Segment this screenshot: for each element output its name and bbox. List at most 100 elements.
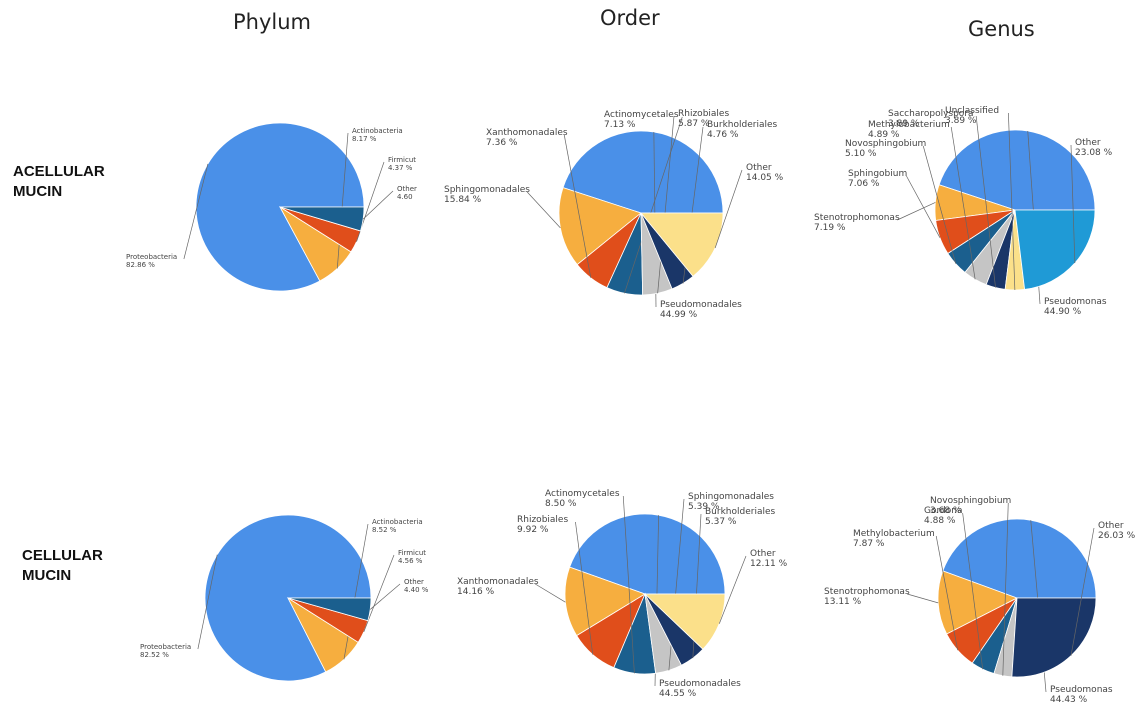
slice-label: Burkholderiales xyxy=(707,120,778,130)
slice-value: 8.52 % xyxy=(372,526,397,534)
leader-line xyxy=(1002,502,1009,676)
pie-slice-other xyxy=(279,206,365,232)
slice-label: Sphingomonadales xyxy=(688,492,774,502)
leader-line xyxy=(369,583,401,610)
leader-line xyxy=(975,115,996,288)
leader-line xyxy=(575,521,594,655)
leader-line xyxy=(906,175,941,238)
column-header-phylum: Phylum xyxy=(233,10,312,34)
slice-label: Novosphingobium xyxy=(930,496,1011,506)
leader-line xyxy=(907,593,939,604)
slice-label: Pseudomonas xyxy=(1050,685,1113,695)
slice-label: Rhizobiales xyxy=(517,515,568,525)
slice-label: Actinobacteria xyxy=(372,518,423,526)
slice-value: 5.10 % xyxy=(845,149,877,159)
slice-label: Other xyxy=(404,578,424,586)
slice-label: Stenotrophomonas xyxy=(824,587,910,597)
slice-value: 4.56 % xyxy=(398,557,423,565)
slice-value: 3.89 % xyxy=(945,116,977,126)
slice-label: Other xyxy=(750,549,776,559)
leader-line xyxy=(183,163,209,260)
pie-slice-stenotrophomonas xyxy=(937,570,1018,635)
leader-line xyxy=(714,169,743,249)
slice-label: Firmicut xyxy=(388,156,416,164)
column-header-order: Order xyxy=(600,6,660,30)
column-header-genus: Genus xyxy=(968,17,1035,41)
slice-value: 44.55 % xyxy=(659,689,697,699)
slice-value: 5.87 % xyxy=(678,119,710,129)
slice-value: 4.88 % xyxy=(924,516,956,526)
slice-label: Sphingobium xyxy=(848,169,907,179)
slice-label: Pseudomonas xyxy=(1044,297,1107,307)
slice-label: Other xyxy=(1098,521,1124,531)
slice-value: 23.08 % xyxy=(1075,148,1113,158)
slice-value: 82.86 % xyxy=(126,261,155,269)
slice-label: Actinomycetales xyxy=(604,110,679,120)
slice-value: 7.36 % xyxy=(486,138,518,148)
slice-label: Burkholderiales xyxy=(705,507,776,517)
slice-label: Actinomycetales xyxy=(545,489,620,499)
slice-value: 14.05 % xyxy=(746,173,784,183)
slice-value: 7.19 % xyxy=(814,223,846,233)
slice-label: Firmicut xyxy=(398,549,426,557)
leader-line xyxy=(563,134,592,278)
pie-slice-other xyxy=(1011,597,1097,678)
slice-label: Xanthomonadales xyxy=(486,128,568,138)
leader-line xyxy=(1070,527,1095,656)
leader-line xyxy=(950,126,976,280)
slice-value: 8.50 % xyxy=(545,499,577,509)
leader-line xyxy=(363,554,395,632)
slice-label: Proteobacteria xyxy=(140,643,191,651)
slice-label: Other xyxy=(397,185,417,193)
leader-line xyxy=(526,191,561,229)
slice-value: 7.87 % xyxy=(853,539,885,549)
slice-value: 7.13 % xyxy=(604,120,636,130)
row-label-cellular-mucin: CELLULAR MUCIN xyxy=(22,547,103,584)
slice-value: 8.17 % xyxy=(352,135,377,143)
slice-label: Pseudomonadales xyxy=(660,300,742,310)
slice-value: 44.90 % xyxy=(1044,307,1082,317)
leader-line xyxy=(922,145,956,264)
leader-line xyxy=(897,202,936,221)
slice-value: 7.06 % xyxy=(848,179,880,189)
slice-value: 3.68 % xyxy=(930,506,962,516)
slice-value: 15.84 % xyxy=(444,195,482,205)
leader-line xyxy=(657,115,675,294)
pie-slice-xanthomonadales xyxy=(564,566,646,637)
slice-value: 4.40 % xyxy=(404,586,429,594)
slice-label: Unclassified xyxy=(945,106,999,116)
slice-label: Pseudomonadales xyxy=(659,679,741,689)
slice-label: Sphingomonadales xyxy=(444,185,530,195)
pie-slice-other xyxy=(1014,209,1096,290)
pie-slice-other xyxy=(287,597,372,622)
leader-line xyxy=(624,116,683,294)
slice-label: Other xyxy=(746,163,772,173)
slice-value: 44.99 % xyxy=(660,310,698,320)
leader-line xyxy=(336,132,349,269)
leader-line xyxy=(935,535,959,651)
slice-value: 4.60 xyxy=(397,193,413,201)
slice-value: 14.16 % xyxy=(457,587,495,597)
slice-label: Other xyxy=(1075,138,1101,148)
slice-value: 12.11 % xyxy=(750,559,788,569)
leader-line xyxy=(535,583,566,603)
slice-value: 4.37 % xyxy=(388,164,413,172)
slice-value: 44.43 % xyxy=(1050,695,1088,704)
leader-line xyxy=(343,523,369,660)
slice-value: 5.39 % xyxy=(688,502,720,512)
slice-value: 9.92 % xyxy=(517,525,549,535)
slice-label: Stenotrophomonas xyxy=(814,213,900,223)
leader-line xyxy=(362,190,394,220)
leader-line xyxy=(622,495,635,674)
slice-label: Gordona xyxy=(924,506,962,516)
slice-value: 5.37 % xyxy=(705,517,737,527)
slice-label: Saccharopolyspora xyxy=(888,109,974,119)
slice-label: Xanthomonadales xyxy=(457,577,539,587)
